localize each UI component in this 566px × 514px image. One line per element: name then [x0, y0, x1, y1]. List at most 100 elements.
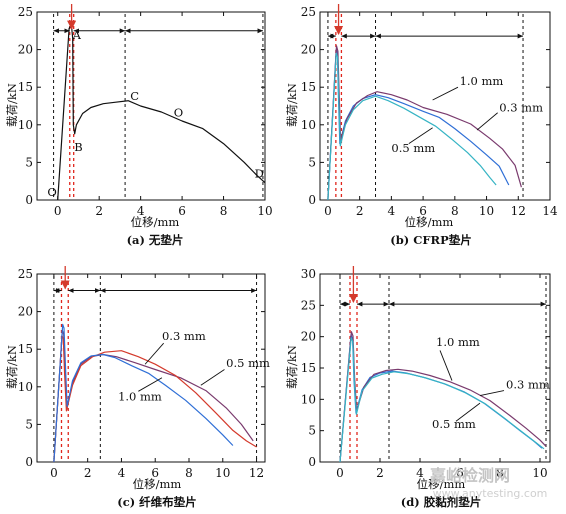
annotation-label: 0.3 mm	[506, 378, 550, 392]
x-tick-label: 4	[118, 466, 126, 480]
watermark-title: 嘉峪检测网	[429, 466, 510, 485]
x-axis-label: 位移/mm	[131, 215, 180, 229]
panel-caption: (c) 纤维布垫片	[117, 495, 196, 509]
panel-caption: (d) 胶黏剂垫片	[401, 495, 481, 509]
plot-frame	[319, 11, 551, 201]
y-tick-label: 20	[18, 305, 33, 319]
chart-panel-a: 0 2 4 6 8 10 0 5 10 15 20 25 A B C O D O 位移/mm 载荷/kN (a) …	[5, 4, 273, 247]
x-tick-label: 6	[456, 466, 464, 480]
y-tick-label: 20	[18, 43, 33, 57]
series-line-03mm	[327, 45, 522, 201]
series-line	[57, 24, 266, 201]
series-line-03mm	[339, 331, 547, 463]
annotation-label: 1.0 mm	[118, 389, 162, 403]
x-tick-label: 8	[451, 204, 459, 218]
series-line-05mm	[53, 335, 257, 463]
plot-frame	[36, 11, 266, 201]
y-tick-label: 30	[301, 267, 316, 281]
y-tick-label: 25	[301, 298, 316, 312]
x-tick-label: 2	[356, 204, 364, 218]
annotation-pointer	[432, 86, 459, 101]
annotation-pointer	[200, 369, 225, 386]
x-tick-label: 10	[532, 466, 547, 480]
panel-caption: (b) CFRP垫片	[390, 233, 471, 247]
annotation-pointer	[479, 390, 505, 397]
annotation-pointer	[455, 402, 481, 422]
annotation-pointer	[476, 112, 498, 131]
x-tick-label: 0	[50, 466, 58, 480]
y-tick-label: 25	[18, 267, 33, 281]
x-tick-label: 0	[54, 204, 62, 218]
series-line-10mm	[53, 323, 234, 463]
y-tick-label: 10	[18, 380, 33, 394]
x-axis-label: 位移/mm	[405, 215, 454, 229]
y-tick-label: 10	[18, 118, 33, 132]
watermark: 嘉峪检测网 www.anytesting.com	[429, 466, 547, 500]
x-tick-label: 10	[479, 204, 494, 218]
x-tick-label: 10	[257, 204, 272, 218]
x-tick-label: 12	[511, 204, 526, 218]
x-tick-label: 8	[185, 466, 193, 480]
y-axis-label: 载荷/kN	[285, 345, 299, 389]
annotation-label: 1.0 mm	[460, 74, 504, 88]
annotation-pointer	[408, 127, 433, 144]
annotation-label: 0.5 mm	[226, 356, 270, 370]
annotation-label: B	[74, 140, 82, 154]
x-axis-label: 位移/mm	[417, 477, 466, 491]
annotation-label: 0.3 mm	[162, 329, 206, 343]
series-line-05mm	[327, 52, 497, 201]
panel-caption: (a) 无垫片	[127, 233, 184, 247]
annotation-label: 0.5 mm	[391, 141, 435, 155]
chart-panel-d: 0 2 4 6 8 10 0 5 10 15 20 25 30 1.0 mm 0.3 mm 0.5 mm 位移…	[285, 266, 551, 509]
x-tick-label: 6	[178, 204, 186, 218]
x-tick-label: 10	[215, 466, 230, 480]
y-tick-label: 0	[308, 193, 316, 207]
y-tick-label: 20	[301, 43, 316, 57]
y-tick-label: 15	[18, 342, 33, 356]
y-tick-label: 0	[308, 455, 316, 469]
annotation-pointer	[144, 342, 165, 365]
annotation-label: D	[255, 166, 264, 180]
y-tick-label: 0	[25, 193, 33, 207]
x-axis-label: 位移/mm	[133, 477, 182, 491]
y-tick-label: 15	[301, 361, 316, 375]
x-tick-label: 14	[542, 204, 558, 218]
chart-panel-c: 0 2 4 6 8 10 12 0 5 10 15 20 25 0.3 mm 0.5 mm 1.0 mm 位移…	[5, 266, 270, 509]
series-line-05mm	[339, 337, 545, 463]
x-tick-label: 0	[336, 466, 344, 480]
y-tick-label: 5	[308, 155, 316, 169]
annotation-label: O	[174, 106, 183, 120]
plot-frame	[36, 273, 266, 463]
annotation-label: 1.0 mm	[436, 335, 480, 349]
x-tick-label: 8	[220, 204, 228, 218]
annotation-label: C	[130, 89, 139, 103]
x-tick-label: 2	[95, 204, 103, 218]
y-axis-label: 载荷/kN	[285, 83, 299, 127]
y-tick-label: 5	[308, 424, 316, 438]
y-tick-label: 0	[25, 455, 33, 469]
y-tick-label: 10	[301, 392, 316, 406]
y-axis-label: 载荷/kN	[5, 345, 19, 389]
y-tick-label: 15	[301, 80, 316, 94]
watermark-url: www.anytesting.com	[433, 487, 548, 500]
y-tick-label: 25	[301, 5, 316, 19]
y-axis-label: 载荷/kN	[5, 83, 19, 127]
annotation-label: 0.3 mm	[499, 100, 543, 114]
x-tick-label: 8	[496, 466, 504, 480]
x-tick-label: 4	[388, 204, 396, 218]
y-tick-label: 25	[18, 5, 33, 19]
y-tick-label: 10	[301, 118, 316, 132]
annotation-label: O	[47, 185, 56, 199]
y-tick-label: 5	[25, 155, 33, 169]
y-tick-label: 15	[18, 80, 33, 94]
x-tick-label: 0	[324, 204, 332, 218]
y-tick-label: 5	[25, 417, 33, 431]
x-tick-label: 2	[376, 466, 384, 480]
annotation-label: A	[72, 28, 82, 42]
x-tick-label: 6	[151, 466, 159, 480]
x-tick-label: 2	[84, 466, 92, 480]
series-line-10mm	[327, 49, 510, 201]
y-tick-label: 20	[301, 330, 316, 344]
